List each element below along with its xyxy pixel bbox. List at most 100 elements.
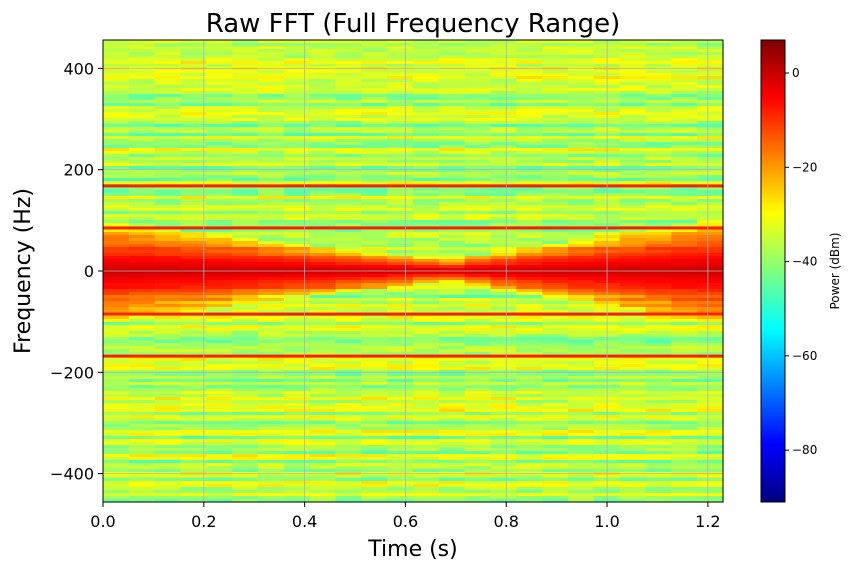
heat-cell xyxy=(387,76,414,80)
heat-cell xyxy=(128,487,156,491)
heat-cell xyxy=(103,91,130,95)
heat-cell xyxy=(438,319,466,323)
heat-cell xyxy=(645,160,672,164)
heat-cell xyxy=(103,142,130,146)
heat-cell xyxy=(387,319,414,323)
heat-cell xyxy=(464,223,492,227)
heat-cell xyxy=(154,55,182,59)
heat-cell xyxy=(413,298,440,302)
heat-cell xyxy=(490,205,517,209)
heat-cell xyxy=(232,328,259,332)
heat-cell xyxy=(413,490,440,494)
heat-cell xyxy=(387,247,414,251)
heat-cell xyxy=(619,58,647,62)
heat-cell xyxy=(206,469,233,473)
heat-cell xyxy=(258,283,285,287)
heat-cell xyxy=(206,415,233,419)
heat-cell xyxy=(206,487,233,491)
heat-cell xyxy=(335,121,362,125)
heat-cell xyxy=(258,88,285,92)
heat-cell xyxy=(283,205,311,209)
heat-cell xyxy=(283,88,311,92)
heat-cell xyxy=(206,421,233,425)
heat-cell xyxy=(697,463,724,467)
heat-cell xyxy=(697,418,724,422)
heat-cell xyxy=(438,247,466,251)
heat-cell xyxy=(180,487,207,491)
heat-cell xyxy=(335,370,362,374)
heat-cell xyxy=(413,487,440,491)
heat-cell xyxy=(335,325,362,329)
heat-cell xyxy=(154,319,182,323)
heat-cell xyxy=(103,427,130,431)
heat-cell xyxy=(645,175,672,179)
heat-cell xyxy=(619,307,647,311)
heat-cell xyxy=(180,475,207,479)
heat-cell xyxy=(387,448,414,452)
heat-cell xyxy=(258,244,285,248)
heat-cell xyxy=(232,439,259,443)
heat-cell xyxy=(128,325,156,329)
heat-cell xyxy=(103,190,130,194)
heat-cell xyxy=(568,178,595,182)
heat-cell xyxy=(645,409,672,413)
heat-cell xyxy=(103,187,130,191)
heat-cell xyxy=(283,364,311,368)
heat-cell xyxy=(464,217,492,221)
heat-cell xyxy=(128,403,156,407)
heat-cell xyxy=(206,418,233,422)
heat-cell xyxy=(645,124,672,128)
heat-cell xyxy=(103,430,130,434)
heat-cell xyxy=(361,250,388,254)
heat-cell xyxy=(438,301,466,305)
heat-cell xyxy=(180,157,207,161)
heat-cell xyxy=(103,271,130,275)
heat-cell xyxy=(283,415,311,419)
heat-cell xyxy=(464,325,492,329)
heat-cell xyxy=(309,151,337,155)
heat-cell xyxy=(619,169,647,173)
heat-cell xyxy=(671,430,698,434)
heat-cell xyxy=(335,436,362,440)
heat-cell xyxy=(232,199,259,203)
heat-cell xyxy=(309,292,337,296)
heat-cell xyxy=(258,100,285,104)
heat-cell xyxy=(283,484,311,488)
heat-cell xyxy=(154,349,182,353)
heat-cell xyxy=(568,154,595,158)
heat-cell xyxy=(154,58,182,62)
heat-cell xyxy=(232,169,259,173)
heat-cell xyxy=(542,127,569,131)
heat-cell xyxy=(619,304,647,308)
heat-cell xyxy=(335,430,362,434)
heat-cell xyxy=(335,373,362,377)
heat-cell xyxy=(309,469,337,473)
heat-cell xyxy=(568,163,595,167)
heat-cell xyxy=(283,142,311,146)
heat-cell xyxy=(128,460,156,464)
heat-cell xyxy=(206,382,233,386)
heat-cell xyxy=(309,496,337,500)
heat-cell xyxy=(283,352,311,356)
heat-cell xyxy=(128,181,156,185)
heat-cell xyxy=(335,397,362,401)
heat-cell xyxy=(671,238,698,242)
heat-cell xyxy=(387,493,414,497)
heat-cell xyxy=(103,370,130,374)
heat-cell xyxy=(232,352,259,356)
heat-cell xyxy=(464,85,492,89)
heat-cell xyxy=(490,346,517,350)
heat-cell xyxy=(619,310,647,314)
heat-cell xyxy=(619,412,647,416)
heat-cell xyxy=(206,256,233,260)
heat-cell xyxy=(619,235,647,239)
heat-cell xyxy=(697,79,724,83)
heat-cell xyxy=(387,91,414,95)
heat-cell xyxy=(232,463,259,467)
heat-cell xyxy=(258,121,285,125)
heat-cell xyxy=(335,157,362,161)
heat-cell xyxy=(697,274,724,278)
heat-cell xyxy=(568,109,595,113)
heat-cell xyxy=(283,82,311,86)
heat-cell xyxy=(697,103,724,107)
